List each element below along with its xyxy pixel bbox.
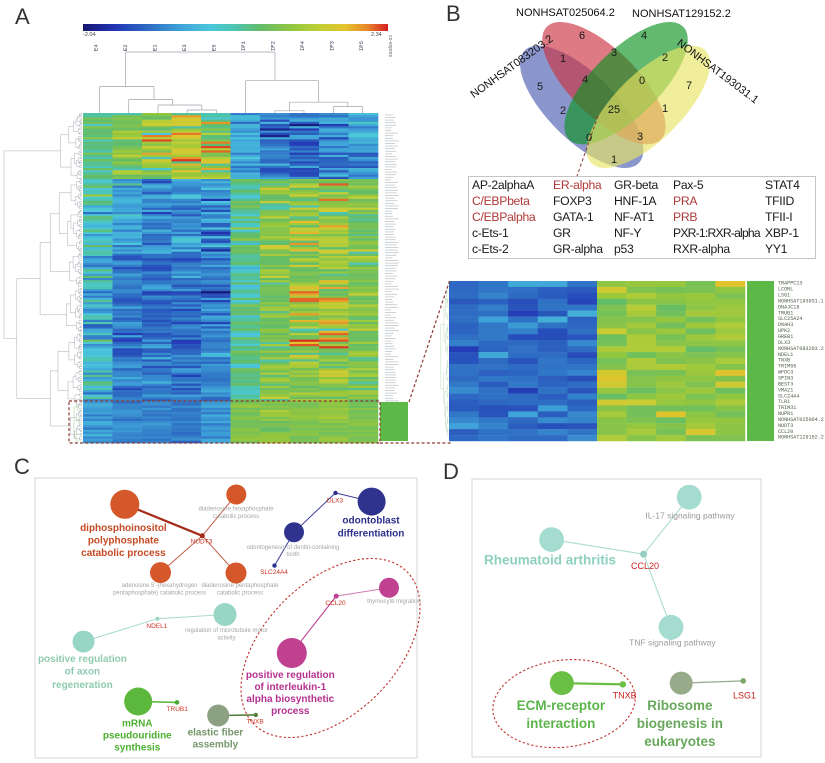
svg-text:pseudouridine: pseudouridine bbox=[103, 731, 172, 742]
svg-text:E5: E5 bbox=[211, 44, 218, 51]
svg-text:differentiation: differentiation bbox=[338, 528, 405, 539]
svg-text:4: 4 bbox=[582, 74, 588, 86]
svg-text:BEST3: BEST3 bbox=[778, 381, 793, 387]
svg-text:diadenosine pentaphosphate: diadenosine pentaphosphate bbox=[201, 583, 279, 589]
svg-text:SLC24A4: SLC24A4 bbox=[260, 569, 288, 576]
svg-text:activity: activity bbox=[217, 635, 235, 641]
svg-text:elastic fiber: elastic fiber bbox=[188, 728, 244, 739]
svg-text:CCL20: CCL20 bbox=[631, 561, 659, 571]
svg-text:synthesis: synthesis bbox=[114, 743, 161, 754]
svg-text:6: 6 bbox=[579, 30, 585, 42]
svg-text:UPK2: UPK2 bbox=[778, 328, 790, 334]
svg-text:NONHSAT193031.1: NONHSAT193031.1 bbox=[778, 299, 824, 305]
svg-text:NONHSAT025064.2: NONHSAT025064.2 bbox=[778, 417, 824, 423]
svg-text:odontoblast: odontoblast bbox=[342, 516, 400, 527]
svg-text:1: 1 bbox=[611, 154, 617, 166]
svg-text:biogenesis in: biogenesis in bbox=[637, 716, 723, 731]
svg-text:NONHSAT129152.2: NONHSAT129152.2 bbox=[778, 435, 824, 441]
svg-text:0: 0 bbox=[586, 132, 592, 144]
svg-text:NUDT3: NUDT3 bbox=[191, 539, 213, 546]
svg-text:NDEL1: NDEL1 bbox=[778, 352, 793, 358]
svg-text:pentaphosphate) catabolic proc: pentaphosphate) catabolic process bbox=[113, 591, 206, 597]
svg-text:E1: E1 bbox=[152, 44, 159, 51]
svg-text:diphosphoinositol: diphosphoinositol bbox=[80, 523, 167, 534]
svg-text:TRUB1: TRUB1 bbox=[167, 706, 189, 713]
svg-text:25: 25 bbox=[608, 104, 620, 116]
svg-text:diadenosine hexaphosphate: diadenosine hexaphosphate bbox=[198, 507, 274, 513]
svg-text:3: 3 bbox=[611, 47, 617, 59]
svg-text:2: 2 bbox=[560, 105, 566, 117]
svg-text:4: 4 bbox=[641, 30, 647, 42]
svg-text:WFDC3: WFDC3 bbox=[778, 370, 793, 376]
svg-text:E3: E3 bbox=[181, 44, 188, 51]
svg-text:ECM-receptor: ECM-receptor bbox=[517, 698, 606, 713]
svg-text:thymocyte migration: thymocyte migration bbox=[367, 599, 421, 605]
svg-text:IP4: IP4 bbox=[299, 40, 306, 51]
svg-text:IP1: IP1 bbox=[240, 40, 247, 51]
svg-text:IL-17 signaling pathway: IL-17 signaling pathway bbox=[645, 510, 735, 520]
svg-text:TLR1: TLR1 bbox=[778, 399, 790, 405]
svg-text:1: 1 bbox=[662, 103, 668, 115]
svg-text:TRIM55: TRIM55 bbox=[778, 364, 796, 370]
svg-text:TNXB: TNXB bbox=[778, 358, 790, 364]
svg-text:TNXB: TNXB bbox=[613, 691, 637, 701]
svg-text:1: 1 bbox=[560, 53, 566, 65]
svg-text:TNXB: TNXB bbox=[246, 719, 263, 726]
svg-text:catabolic process: catabolic process bbox=[217, 591, 263, 597]
svg-text:Rheumatoid arthritis: Rheumatoid arthritis bbox=[484, 553, 616, 568]
svg-text:interaction: interaction bbox=[526, 716, 595, 731]
svg-text:LSG1: LSG1 bbox=[778, 293, 790, 299]
svg-text:odontogenesis of dentin-contai: odontogenesis of dentin-containing bbox=[246, 545, 339, 551]
svg-text:0: 0 bbox=[639, 75, 645, 87]
svg-text:IP3: IP3 bbox=[329, 41, 336, 51]
svg-text:TRAPPC13: TRAPPC13 bbox=[778, 281, 802, 287]
svg-text:assembly: assembly bbox=[193, 740, 239, 751]
svg-text:SPIN3: SPIN3 bbox=[778, 376, 793, 382]
svg-text:SLC25A24: SLC25A24 bbox=[778, 316, 802, 322]
svg-text:DLX3: DLX3 bbox=[778, 340, 790, 346]
svg-text:positive regulation: positive regulation bbox=[246, 670, 335, 681]
svg-text:catabolic process: catabolic process bbox=[81, 548, 166, 559]
svg-text:E4: E4 bbox=[93, 44, 100, 51]
svg-text:DNAJC18: DNAJC18 bbox=[778, 304, 799, 310]
svg-text:NONHSAT083203.2: NONHSAT083203.2 bbox=[778, 346, 824, 352]
svg-text:tooth: tooth bbox=[286, 552, 299, 558]
svg-text:LCORL: LCORL bbox=[778, 287, 793, 293]
svg-text:TNF signaling pathway: TNF signaling pathway bbox=[629, 637, 716, 647]
svg-text:NUPR1: NUPR1 bbox=[778, 411, 793, 417]
svg-text:DLX3: DLX3 bbox=[327, 498, 344, 505]
svg-text:polyphosphate: polyphosphate bbox=[88, 536, 160, 547]
svg-text:positive regulation: positive regulation bbox=[38, 654, 127, 665]
svg-text:adenosine 5'-(hexahydrogen: adenosine 5'-(hexahydrogen bbox=[122, 583, 198, 589]
svg-text:eukaryotes: eukaryotes bbox=[644, 734, 715, 749]
svg-text:7: 7 bbox=[686, 80, 692, 92]
svg-text:alpha biosynthetic: alpha biosynthetic bbox=[246, 694, 334, 705]
svg-text:regeneration: regeneration bbox=[52, 680, 113, 691]
svg-text:TRUB1: TRUB1 bbox=[778, 310, 793, 316]
svg-text:CCL20: CCL20 bbox=[325, 600, 346, 607]
svg-text:mRNA: mRNA bbox=[122, 718, 153, 729]
svg-text:GREB1: GREB1 bbox=[778, 334, 793, 340]
svg-text:5: 5 bbox=[537, 81, 543, 93]
svg-text:IP2: IP2 bbox=[270, 41, 277, 51]
svg-text:regulation of microtubule moto: regulation of microtubule motor bbox=[185, 628, 268, 634]
svg-text:of interleukin-1: of interleukin-1 bbox=[254, 682, 326, 693]
svg-text:catabolic process: catabolic process bbox=[213, 514, 259, 520]
svg-text:VMA21: VMA21 bbox=[778, 387, 793, 393]
svg-text:NDEL1: NDEL1 bbox=[146, 623, 167, 630]
svg-text:3: 3 bbox=[637, 131, 643, 143]
svg-text:process: process bbox=[271, 706, 310, 717]
svg-text:LSG1: LSG1 bbox=[733, 691, 756, 701]
svg-text:IP5: IP5 bbox=[358, 41, 365, 51]
svg-text:Ribosome: Ribosome bbox=[647, 698, 713, 713]
svg-text:E2: E2 bbox=[122, 44, 129, 51]
svg-text:DNAH3: DNAH3 bbox=[778, 322, 793, 328]
svg-text:NUDT3: NUDT3 bbox=[778, 423, 793, 429]
svg-text:TRIM31: TRIM31 bbox=[778, 405, 796, 411]
svg-text:of axon: of axon bbox=[65, 667, 101, 678]
svg-text:SLC24A4: SLC24A4 bbox=[778, 393, 799, 399]
svg-text:CCL20: CCL20 bbox=[778, 429, 793, 435]
svg-text:2: 2 bbox=[662, 52, 668, 64]
